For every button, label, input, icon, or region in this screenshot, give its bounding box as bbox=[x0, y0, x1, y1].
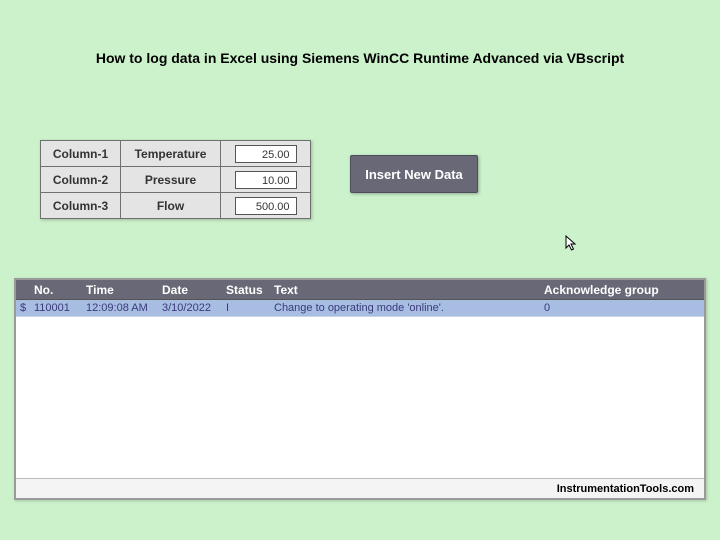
column-id-cell: Column-3 bbox=[41, 193, 121, 219]
value-cell: 25.00 bbox=[221, 141, 311, 167]
table-row: Column-3 Flow 500.00 bbox=[41, 193, 311, 219]
header-date[interactable]: Date bbox=[158, 280, 222, 299]
page-title: How to log data in Excel using Siemens W… bbox=[0, 50, 720, 66]
header-ack[interactable]: Acknowledge group bbox=[540, 280, 704, 299]
io-table: Column-1 Temperature 25.00 Column-2 Pres… bbox=[40, 140, 311, 219]
header-no[interactable]: No. bbox=[30, 280, 82, 299]
row-no: 110001 bbox=[30, 300, 82, 316]
value-field[interactable]: 25.00 bbox=[235, 145, 297, 163]
label-cell: Temperature bbox=[121, 141, 221, 167]
table-row: Column-2 Pressure 10.00 bbox=[41, 167, 311, 193]
row-status: I bbox=[222, 300, 270, 316]
value-cell: 10.00 bbox=[221, 167, 311, 193]
mouse-cursor-icon bbox=[565, 235, 579, 258]
value-field[interactable]: 10.00 bbox=[235, 171, 297, 189]
row-ack: 0 bbox=[540, 300, 704, 316]
row-date: 3/10/2022 bbox=[158, 300, 222, 316]
alarm-footer: InstrumentationTools.com bbox=[16, 478, 704, 498]
column-id-cell: Column-2 bbox=[41, 167, 121, 193]
header-time[interactable]: Time bbox=[82, 280, 158, 299]
header-status[interactable]: Status bbox=[222, 280, 270, 299]
alarm-row[interactable]: $ 110001 12:09:08 AM 3/10/2022 I Change … bbox=[16, 300, 704, 317]
alarm-header-row: No. Time Date Status Text Acknowledge gr… bbox=[16, 280, 704, 300]
alarm-panel: No. Time Date Status Text Acknowledge gr… bbox=[14, 278, 706, 500]
column-id-cell: Column-1 bbox=[41, 141, 121, 167]
value-cell: 500.00 bbox=[221, 193, 311, 219]
row-time: 12:09:08 AM bbox=[82, 300, 158, 316]
value-field[interactable]: 500.00 bbox=[235, 197, 297, 215]
table-row: Column-1 Temperature 25.00 bbox=[41, 141, 311, 167]
header-marker bbox=[16, 280, 30, 299]
label-cell: Flow bbox=[121, 193, 221, 219]
label-cell: Pressure bbox=[121, 167, 221, 193]
row-text: Change to operating mode 'online'. bbox=[270, 300, 540, 316]
row-marker: $ bbox=[16, 300, 30, 316]
insert-new-data-button[interactable]: Insert New Data bbox=[350, 155, 478, 193]
header-text[interactable]: Text bbox=[270, 280, 540, 299]
